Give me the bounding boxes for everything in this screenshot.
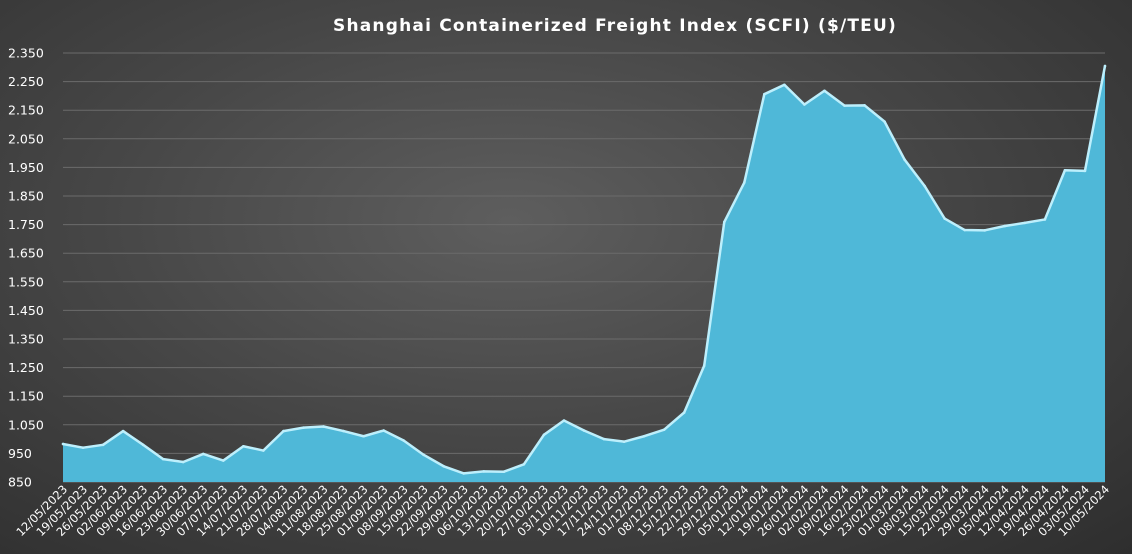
area-series [61, 64, 1107, 483]
data-point [1023, 221, 1027, 225]
data-point [883, 120, 886, 123]
y-tick-label: 1.950 [8, 160, 44, 175]
y-tick-label: 2.350 [8, 46, 44, 61]
data-point [222, 459, 225, 462]
data-point [562, 419, 566, 422]
data-point [903, 158, 906, 161]
data-point [803, 103, 806, 106]
data-point [522, 462, 526, 466]
data-point [482, 470, 486, 473]
data-point [823, 89, 826, 93]
data-point [863, 104, 866, 107]
data-point [81, 446, 85, 449]
data-point [462, 472, 466, 475]
y-tick-label: 2.050 [8, 131, 44, 146]
y-tick-label: 1.750 [8, 217, 44, 232]
data-point [963, 228, 967, 232]
data-point [943, 217, 946, 220]
data-point [702, 364, 706, 367]
data-point [282, 429, 285, 433]
y-tick-label: 2.150 [8, 103, 44, 118]
chart-title: Shanghai Containerized Freight Index (SC… [333, 16, 897, 36]
data-point [722, 220, 726, 224]
data-point [1003, 224, 1007, 228]
data-point [743, 181, 746, 184]
area-fill [63, 65, 1105, 483]
data-point [923, 184, 926, 188]
y-tick-label: 950 [8, 446, 32, 461]
data-point [442, 464, 446, 468]
data-point [121, 429, 125, 433]
y-tick-label: 1.450 [8, 303, 44, 318]
data-point [141, 443, 145, 447]
data-point [662, 428, 666, 431]
data-point [1083, 169, 1087, 173]
data-point [362, 434, 365, 438]
data-point [242, 444, 245, 448]
data-point [682, 411, 686, 414]
y-axis-ticks: 850 950 1.050 1.150 1.250 1.350 1.450 1.550 1.65… [8, 46, 44, 490]
data-point [422, 453, 425, 457]
data-point [983, 229, 987, 232]
data-point [783, 83, 786, 87]
y-tick-label: 2.250 [8, 74, 44, 89]
y-tick-label: 1.550 [8, 274, 44, 289]
data-point [101, 443, 105, 447]
y-tick-label: 1.250 [8, 360, 44, 375]
y-tick-label: 1.050 [8, 417, 44, 432]
y-tick-label: 1.850 [8, 189, 44, 204]
data-point [1063, 168, 1067, 172]
data-point [763, 92, 766, 96]
data-point [382, 429, 385, 432]
data-point [181, 460, 185, 464]
x-axis-ticks: 12/05/202319/05/202326/05/202302/06/2023… [13, 482, 1112, 539]
data-point [262, 449, 265, 452]
data-point [542, 433, 546, 437]
data-point [1103, 64, 1107, 68]
data-point [302, 426, 305, 429]
data-point [201, 452, 205, 456]
data-point [161, 457, 165, 461]
data-point [402, 439, 405, 442]
data-point [1043, 218, 1047, 221]
data-point [622, 440, 626, 443]
data-point [602, 437, 606, 441]
data-point [642, 434, 646, 438]
data-point [582, 429, 586, 432]
data-point [342, 429, 345, 433]
data-point [61, 442, 65, 446]
y-tick-label: 1.650 [8, 246, 44, 261]
y-tick-label: 850 [8, 475, 32, 490]
data-point [502, 470, 506, 474]
data-point [322, 425, 325, 428]
y-tick-label: 1.150 [8, 389, 44, 404]
y-tick-label: 1.350 [8, 332, 44, 347]
data-point [843, 104, 846, 107]
